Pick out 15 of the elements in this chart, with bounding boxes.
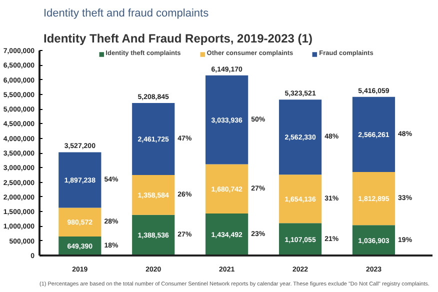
bar xyxy=(278,174,322,224)
chart-title: Identity theft and fraud complaints xyxy=(44,8,210,20)
bar xyxy=(278,100,322,175)
bar xyxy=(132,214,175,256)
bar xyxy=(132,102,175,176)
bar xyxy=(58,208,102,236)
bar xyxy=(206,213,248,256)
bar xyxy=(206,75,248,164)
bar xyxy=(132,175,175,215)
bar xyxy=(278,223,322,256)
bar xyxy=(352,96,396,172)
bar xyxy=(352,172,396,226)
bar xyxy=(206,164,248,214)
bar xyxy=(58,152,102,208)
chart-subtitle: Identity Theft And Fraud Reports, 2019-2023 (1) xyxy=(44,32,312,46)
